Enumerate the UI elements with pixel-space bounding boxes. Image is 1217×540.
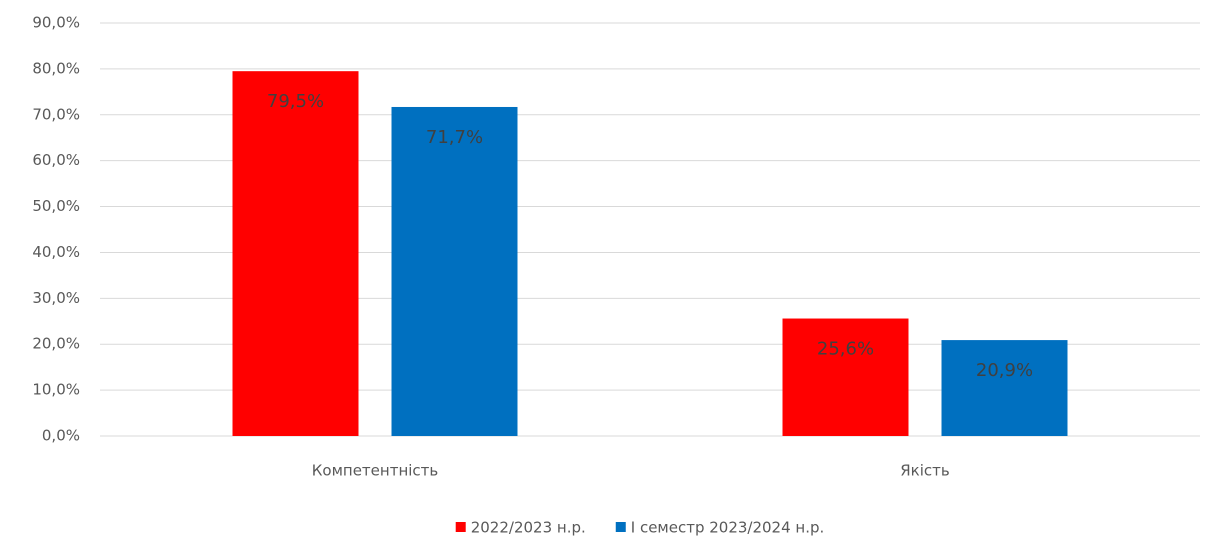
y-tick-label: 80,0% — [32, 59, 80, 77]
bar — [782, 318, 909, 436]
x-tick-label: Компетентність — [312, 462, 439, 480]
y-tick-label: 40,0% — [32, 243, 80, 261]
data-label: 71,7% — [426, 127, 483, 148]
data-label: 79,5% — [267, 91, 324, 112]
bar — [232, 71, 359, 436]
legend-swatch — [615, 522, 626, 532]
y-tick-label: 70,0% — [32, 105, 80, 123]
y-tick-label: 20,0% — [32, 335, 80, 353]
legend-swatch — [455, 522, 466, 532]
y-tick-label: 10,0% — [32, 381, 80, 399]
bar — [941, 340, 1068, 436]
data-label: 20,9% — [976, 360, 1033, 381]
x-tick-label: Якість — [900, 462, 949, 480]
y-tick-label: 60,0% — [32, 151, 80, 169]
y-tick-label: 0,0% — [42, 427, 80, 445]
legend: 2022/2023 н.р. І семестр 2023/2024 н.р. — [455, 519, 825, 537]
y-tick-label: 90,0% — [32, 14, 80, 32]
y-tick-label: 50,0% — [32, 197, 80, 215]
bar — [391, 106, 518, 436]
y-tick-label: 30,0% — [32, 289, 80, 307]
legend-label: І семестр 2023/2024 н.р. — [631, 519, 825, 537]
data-label: 25,6% — [817, 339, 874, 360]
legend-label: 2022/2023 н.р. — [471, 519, 586, 537]
